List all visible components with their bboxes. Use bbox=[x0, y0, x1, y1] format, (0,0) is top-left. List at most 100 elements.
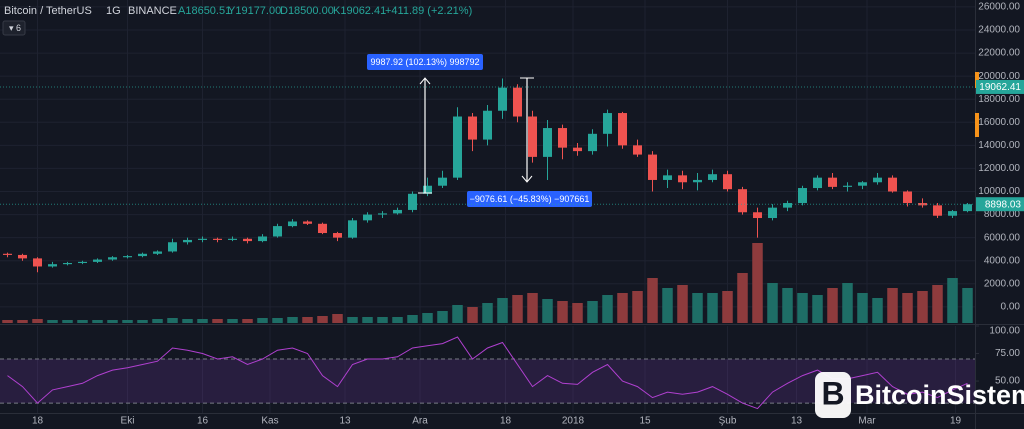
volume-bar bbox=[542, 299, 553, 323]
candle-body bbox=[528, 116, 537, 157]
indicator-toggle[interactable] bbox=[2, 20, 26, 36]
volume-bar bbox=[752, 243, 763, 323]
volume-bar bbox=[272, 318, 283, 323]
indicator-count: 6 bbox=[16, 23, 21, 33]
volume-bar bbox=[77, 320, 88, 323]
volume-bar bbox=[782, 288, 793, 323]
candle-body bbox=[678, 175, 687, 183]
volume-bar bbox=[92, 320, 103, 323]
candle-body bbox=[888, 177, 897, 192]
volume-bar bbox=[527, 293, 538, 323]
annotation: −9076.61 (−45.83%) −907661 bbox=[470, 194, 590, 204]
ohlc-value: A18650.51 bbox=[178, 5, 231, 17]
candle-body bbox=[138, 253, 147, 257]
volume-bar bbox=[842, 283, 853, 323]
volume-bar bbox=[377, 317, 388, 323]
volume-bar bbox=[422, 313, 433, 323]
candle-body bbox=[18, 254, 27, 259]
volume-bar bbox=[2, 320, 13, 323]
volume-bar bbox=[962, 288, 973, 323]
volume-bar bbox=[557, 301, 568, 323]
price-label-box bbox=[976, 197, 1024, 212]
price-label-box bbox=[976, 79, 1024, 94]
candle-body bbox=[813, 177, 822, 189]
volume-bar bbox=[692, 293, 703, 323]
x-tick-label: 18 bbox=[32, 416, 44, 427]
y-tick-label: 2000.00 bbox=[984, 278, 1021, 289]
candle-body bbox=[843, 185, 852, 187]
volume-bar bbox=[317, 316, 328, 323]
candle-body bbox=[603, 113, 612, 134]
y-tick-label: 20000.00 bbox=[978, 71, 1020, 82]
y-tick-label: 50.00 bbox=[995, 376, 1020, 387]
candle-body bbox=[243, 238, 252, 242]
candle-body bbox=[858, 182, 867, 186]
candle-body bbox=[828, 177, 837, 187]
candle-body bbox=[708, 174, 717, 180]
annotation-box bbox=[367, 54, 483, 70]
y-tick-label: 26000.00 bbox=[978, 2, 1020, 13]
volume-bar bbox=[572, 303, 583, 323]
y-tick-label: 6000.00 bbox=[984, 232, 1021, 243]
candle-body bbox=[48, 264, 57, 267]
y-tick-label: 75.00 bbox=[995, 348, 1020, 359]
price-label: 8898.03 bbox=[985, 199, 1022, 210]
y-tick-label: 22000.00 bbox=[978, 48, 1020, 59]
candle-body bbox=[123, 256, 132, 258]
volume-bar bbox=[392, 317, 403, 323]
candle-body bbox=[168, 242, 177, 252]
candle-body bbox=[348, 220, 357, 238]
y-tick-label: 0.00 bbox=[1001, 301, 1021, 312]
x-tick-label: Şub bbox=[719, 416, 737, 427]
symbol: Bitcoin / TetherUS bbox=[4, 5, 92, 17]
annotation-box bbox=[467, 191, 592, 207]
x-tick-label: Ara bbox=[412, 416, 428, 427]
candle-body bbox=[108, 257, 117, 260]
exchange: BINANCE bbox=[128, 5, 177, 17]
volume-bar bbox=[587, 301, 598, 323]
candle-body bbox=[768, 207, 777, 219]
volume-bar bbox=[647, 278, 658, 323]
y-tick-label: 4000.00 bbox=[984, 255, 1021, 266]
volume-bar bbox=[602, 295, 613, 323]
volume-bar bbox=[257, 318, 268, 323]
ohlc-value: Y19177.00 bbox=[228, 5, 281, 17]
y-tick-label: 14000.00 bbox=[978, 140, 1020, 151]
candle-body bbox=[588, 133, 597, 152]
volume-bar bbox=[347, 317, 358, 323]
candle-body bbox=[573, 147, 582, 152]
volume-bar bbox=[242, 319, 253, 323]
candle-body bbox=[498, 87, 507, 111]
x-tick-label: 19 bbox=[950, 416, 962, 427]
y-tick-label: 18000.00 bbox=[978, 94, 1020, 105]
candle-body bbox=[753, 212, 762, 219]
volume-bar bbox=[287, 317, 298, 323]
candle-body bbox=[78, 261, 87, 264]
volume-bar bbox=[722, 291, 733, 323]
ohlc-value: D18500.00 bbox=[280, 5, 334, 17]
candle-body bbox=[288, 221, 297, 227]
x-tick-label: 18 bbox=[500, 416, 512, 427]
candle-body bbox=[618, 113, 627, 146]
volume-bar bbox=[167, 318, 178, 323]
y-tick-label: 10000.00 bbox=[978, 186, 1020, 197]
volume-bar bbox=[152, 319, 163, 323]
candle-body bbox=[318, 223, 327, 234]
candle-body bbox=[453, 116, 462, 178]
volume-bar bbox=[302, 317, 313, 323]
volume-bar bbox=[227, 319, 238, 323]
change: +411.89 (+2.21%) bbox=[385, 5, 472, 17]
volume-bar bbox=[512, 295, 523, 323]
candle-body bbox=[633, 145, 642, 155]
x-tick-label: 13 bbox=[339, 416, 351, 427]
candle-body bbox=[693, 179, 702, 183]
volume-bar bbox=[917, 291, 928, 323]
annotation: 9987.92 (102.13%) 998792 bbox=[370, 57, 479, 67]
volume-bar bbox=[17, 320, 28, 323]
interval: 1G bbox=[106, 5, 121, 17]
candle-body bbox=[543, 128, 552, 157]
volume-bar bbox=[332, 314, 343, 323]
candle-body bbox=[63, 263, 72, 265]
volume-bar bbox=[767, 283, 778, 323]
